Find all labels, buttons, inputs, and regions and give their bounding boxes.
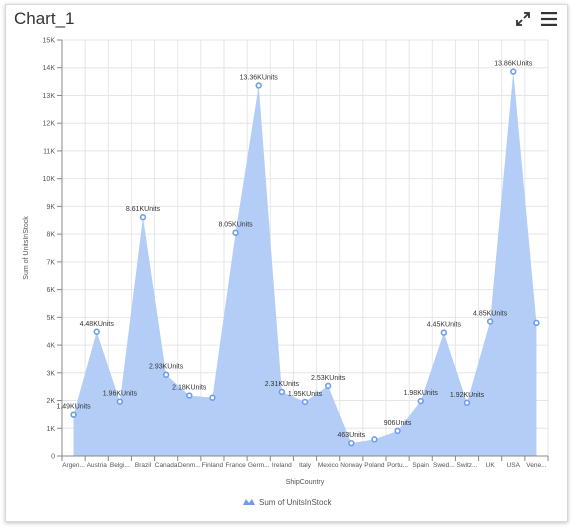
chart-card: Chart_1 xyxy=(5,4,568,522)
hamburger-menu-icon[interactable] xyxy=(541,11,557,27)
expand-icon[interactable] xyxy=(515,11,531,27)
chart-toolbar xyxy=(515,11,557,27)
chart-title: Chart_1 xyxy=(14,9,75,28)
